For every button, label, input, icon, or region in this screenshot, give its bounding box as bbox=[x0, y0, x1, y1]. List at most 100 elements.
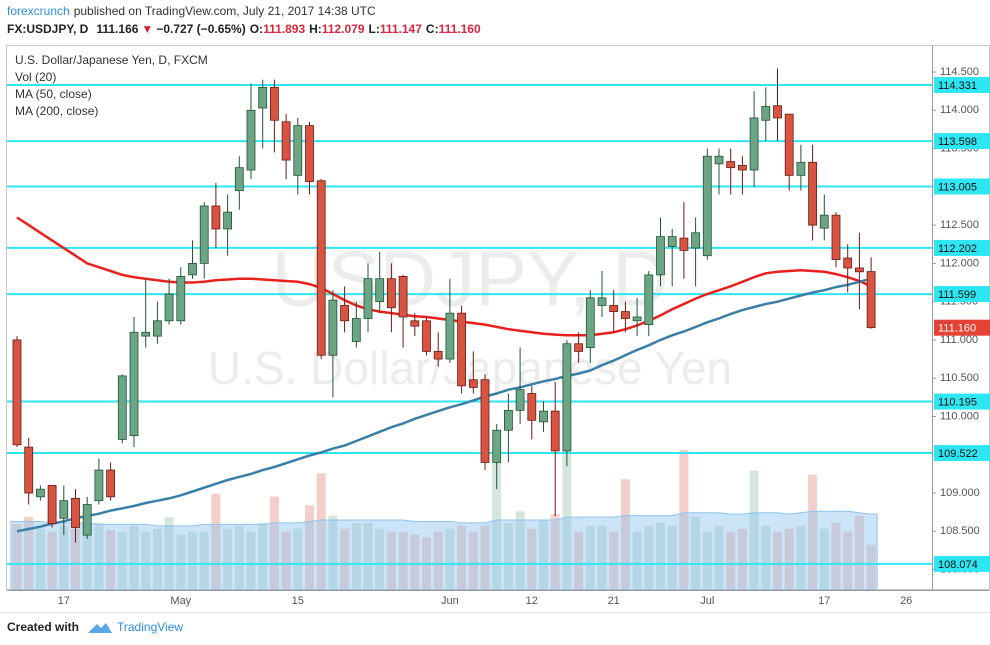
candle-body bbox=[597, 297, 607, 306]
level-label-box bbox=[934, 555, 990, 572]
candle-body bbox=[726, 161, 736, 169]
volume-bar bbox=[164, 517, 174, 590]
candle-body bbox=[855, 267, 864, 273]
candle-body bbox=[94, 469, 104, 502]
last: 111.166 bbox=[96, 22, 138, 36]
volume-bar bbox=[714, 525, 724, 590]
candle-body bbox=[527, 393, 537, 421]
candle-body bbox=[305, 125, 314, 182]
candle-body bbox=[796, 161, 806, 176]
high-label: H: bbox=[309, 22, 322, 36]
volume-bar bbox=[457, 525, 467, 590]
y-tick-label: 111.000 bbox=[940, 334, 978, 346]
volume-ma-area bbox=[10, 510, 878, 591]
volume-bar bbox=[246, 531, 256, 590]
volume-bar bbox=[269, 496, 279, 590]
candle-body bbox=[152, 320, 162, 337]
candle-body bbox=[562, 343, 572, 452]
level-label-box bbox=[934, 239, 990, 256]
y-tick-label: 114.000 bbox=[940, 104, 979, 116]
volume-bar bbox=[597, 525, 607, 590]
candle-body bbox=[480, 379, 490, 463]
x-tick-label: 15 bbox=[292, 595, 304, 607]
candle-body bbox=[117, 375, 127, 440]
legend-ma200: MA (200, close) bbox=[15, 104, 98, 118]
x-tick-label: Jun bbox=[441, 595, 459, 607]
volume-bar bbox=[503, 522, 513, 590]
level-label: 114.331 bbox=[938, 80, 977, 92]
ma-line bbox=[16, 277, 872, 533]
candle-body bbox=[211, 205, 221, 230]
level-label-box bbox=[934, 393, 990, 410]
level-label: 110.195 bbox=[938, 396, 977, 408]
candle-body bbox=[223, 211, 233, 230]
level-label-box bbox=[934, 76, 990, 93]
x-tick-label: May bbox=[170, 595, 191, 607]
candle-body bbox=[749, 117, 759, 171]
candle-body bbox=[199, 205, 209, 264]
ma-line bbox=[16, 216, 872, 337]
level-label: 112.202 bbox=[938, 243, 977, 255]
volume-bar bbox=[351, 522, 361, 590]
footer-created: Created with bbox=[7, 620, 79, 634]
candle-body bbox=[656, 236, 665, 276]
candle-body bbox=[246, 109, 256, 171]
volume-bar bbox=[375, 528, 385, 590]
volume-bar bbox=[328, 515, 338, 590]
candle-body bbox=[164, 293, 174, 322]
candle-body bbox=[328, 299, 338, 356]
candle-body bbox=[375, 278, 385, 303]
candle-body bbox=[129, 331, 139, 437]
volume-bar bbox=[82, 524, 92, 590]
candle-body bbox=[574, 343, 583, 352]
level-label-box bbox=[934, 178, 990, 195]
open: 111.893 bbox=[263, 22, 305, 36]
y-tick-label: 110.500 bbox=[940, 372, 979, 384]
candle-body bbox=[691, 232, 700, 249]
volume-bar bbox=[574, 531, 584, 590]
y-tick-label: 112.000 bbox=[940, 257, 979, 269]
brand-icon bbox=[88, 623, 112, 633]
volume-bar bbox=[47, 531, 57, 590]
candle-body bbox=[82, 504, 92, 536]
legend-ma50: MA (50, close) bbox=[15, 87, 92, 101]
level-label: 111.599 bbox=[938, 289, 976, 301]
quote-line: FX:USDJPY, D 111.166 ▼ −0.727 (−0.65%) O:111… bbox=[7, 22, 481, 36]
candle-body bbox=[340, 305, 350, 322]
volume-bar bbox=[843, 531, 853, 590]
x-tick-label: 12 bbox=[526, 595, 538, 607]
open-label: O: bbox=[250, 22, 263, 36]
level-label: 108.074 bbox=[938, 559, 978, 571]
plot bbox=[7, 68, 932, 591]
volume-bar bbox=[515, 511, 525, 590]
candle-body bbox=[59, 500, 69, 519]
low-label: L: bbox=[369, 22, 380, 36]
candle-body bbox=[176, 275, 186, 322]
volume-bar bbox=[129, 525, 139, 590]
close-label: C: bbox=[426, 22, 439, 36]
volume-bar bbox=[199, 531, 209, 590]
y-tick-label: 112.500 bbox=[940, 219, 979, 231]
candle-body bbox=[398, 275, 408, 318]
candle-body bbox=[71, 497, 80, 528]
volume-bar bbox=[316, 473, 326, 590]
volume-bar bbox=[632, 531, 642, 590]
volume-bar bbox=[819, 528, 829, 590]
candle-body bbox=[539, 410, 548, 423]
candle-body bbox=[433, 351, 443, 360]
candle-body bbox=[808, 161, 817, 226]
change: −0.727 (−0.65%) bbox=[156, 22, 245, 36]
candle-body bbox=[24, 446, 34, 494]
candle-body bbox=[410, 320, 420, 327]
volume-bar bbox=[679, 450, 689, 590]
volume-bar bbox=[433, 531, 443, 590]
volume-bar bbox=[12, 524, 22, 590]
y-tick-label: 109.000 bbox=[940, 487, 980, 499]
y-tick-label: 108.500 bbox=[940, 525, 980, 537]
volume-bar bbox=[585, 525, 595, 590]
candle-body bbox=[667, 236, 677, 247]
volume-bar bbox=[527, 528, 537, 590]
volume-bar bbox=[386, 531, 396, 590]
footer-brand[interactable]: TradingView bbox=[117, 620, 183, 634]
